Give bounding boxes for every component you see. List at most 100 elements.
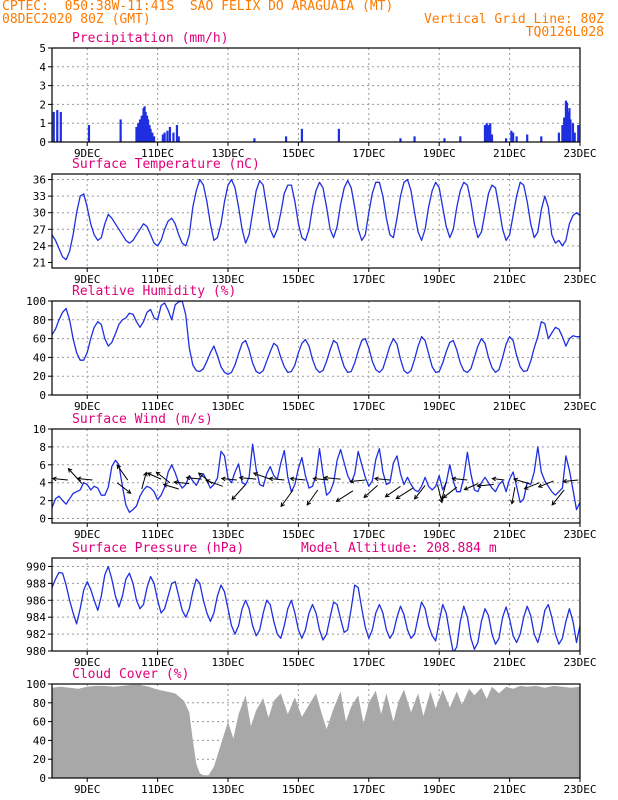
x-tick-label: 13DEC <box>211 528 244 541</box>
wind-arrow-head <box>143 471 148 477</box>
wind-arrow-head <box>323 475 329 481</box>
x-tick-label: 19DEC <box>423 656 456 669</box>
cloud-cover-area <box>52 684 580 778</box>
panel-wind: 0 2 4 6 8 10 9DEC 11DEC 13DEC 15DEC 17DEC 19DEC 21DE… <box>33 412 597 541</box>
wind-arrow-head <box>373 476 379 482</box>
precip-bar <box>569 119 572 142</box>
wind-arrow-head <box>512 477 518 483</box>
wind-arrow <box>306 489 319 506</box>
plot-frame <box>51 47 581 143</box>
wind-arrow-head <box>510 499 515 505</box>
precip-bar <box>175 125 179 142</box>
wind-arrow <box>374 478 390 481</box>
y-tick-label: 988 <box>26 577 46 590</box>
y-tick-label: 21 <box>33 256 46 269</box>
precip-bar <box>149 128 152 142</box>
panel-title: Surface Temperature (nC) <box>72 157 260 172</box>
y-tick-label: 4 <box>39 61 46 74</box>
wind-arrow-head <box>76 476 82 482</box>
precip-bar <box>140 115 143 142</box>
x-tick-label: 15DEC <box>282 400 315 413</box>
wind-arrow <box>350 479 366 483</box>
wind-series-line <box>52 443 580 513</box>
y-tick-label: 1 <box>39 117 46 130</box>
precip-bar <box>443 138 446 142</box>
wind-arrow-head <box>476 483 482 489</box>
y-tick-label: 982 <box>26 628 46 641</box>
precip-bar <box>56 110 59 142</box>
precip-bar <box>490 134 494 142</box>
x-tick-label: 13DEC <box>211 400 244 413</box>
plot-frame <box>51 428 581 524</box>
precip-bar <box>144 111 147 142</box>
wind-arrow-head <box>523 485 529 490</box>
wind-arrow <box>513 478 530 485</box>
wind-arrow <box>452 478 468 481</box>
panel-rh: 0 20 40 60 80 100 9DEC 11DEC 13DEC 15DEC 17DEC 19DE… <box>26 284 596 413</box>
x-tick-label: 19DEC <box>423 783 456 796</box>
wind-arrow-head <box>451 476 457 482</box>
panel-temp: 21 24 27 30 33 36 9DEC 11DEC 13DEC 15DEC 17DEC 19DE… <box>33 157 597 286</box>
wind-arrow <box>206 479 223 487</box>
y-tick-label: 80 <box>33 314 46 327</box>
y-tick-label: 60 <box>33 333 46 346</box>
plot-frame <box>51 557 581 652</box>
precip-bar <box>166 130 169 142</box>
precip-bar <box>52 111 55 142</box>
wind-arrow-head <box>116 464 121 470</box>
wind-arrow-head <box>537 483 543 488</box>
precip-bar <box>571 123 575 142</box>
wind-arrow <box>477 484 494 487</box>
wind-arrow-head <box>155 471 161 477</box>
y-tick-label: 20 <box>33 370 46 383</box>
wind-arrow-head <box>51 476 57 482</box>
precip-bar <box>515 136 518 142</box>
wind-arrow <box>280 489 294 507</box>
x-tick-label: 21DEC <box>493 273 526 286</box>
panel-precip: 0 1 2 3 4 5 9DEC 11DEC 13DEC 15DEC 17DEC 19DEC 21DEC… <box>39 31 596 160</box>
x-tick-label: 21DEC <box>493 783 526 796</box>
wind-arrow <box>52 478 68 481</box>
precip-bar <box>151 132 154 142</box>
precip-bar <box>168 126 172 142</box>
y-tick-label: 990 <box>26 560 46 573</box>
wind-arrow-head <box>312 476 318 482</box>
x-tick-label: 11DEC <box>141 400 174 413</box>
plot-frame <box>51 300 581 396</box>
x-tick-label: 17DEC <box>352 783 385 796</box>
x-tick-label: 15DEC <box>282 147 315 160</box>
wind-arrow <box>231 484 246 500</box>
pressure-series-line <box>52 565 580 651</box>
precip-bar <box>337 128 340 142</box>
precip-bar <box>566 111 570 142</box>
wind-arrow <box>414 485 426 500</box>
x-tick-label: 17DEC <box>352 656 385 669</box>
x-tick-label: 19DEC <box>423 528 456 541</box>
precip-bar <box>459 136 462 142</box>
panel-title: Surface Pressure (hPa) <box>72 541 244 556</box>
precip-bar <box>172 132 175 142</box>
wind-arrow <box>551 489 565 506</box>
precip-bar <box>146 119 150 142</box>
y-tick-label: 10 <box>33 423 46 436</box>
precip-bar <box>138 119 142 142</box>
plot-frame <box>51 173 581 269</box>
precip-bar <box>561 125 564 142</box>
wind-arrow <box>363 485 378 498</box>
precip-bar <box>161 134 164 142</box>
precip-bar <box>137 123 140 142</box>
y-tick-label: 8 <box>39 441 46 454</box>
precip-bar <box>119 119 122 142</box>
model-altitude-label: Model Altitude: 208.884 m <box>301 541 497 556</box>
x-tick-label: 19DEC <box>423 273 456 286</box>
panel-title: Cloud Cover (%) <box>72 667 189 682</box>
x-tick-label: 19DEC <box>423 400 456 413</box>
x-tick-label: 17DEC <box>352 528 385 541</box>
wind-arrow <box>492 478 505 481</box>
wind-arrow-head <box>413 494 419 500</box>
wind-arrow-head <box>442 493 448 499</box>
y-tick-label: 40 <box>33 734 46 747</box>
precip-bar <box>413 136 416 142</box>
wind-arrow-head <box>67 467 73 473</box>
